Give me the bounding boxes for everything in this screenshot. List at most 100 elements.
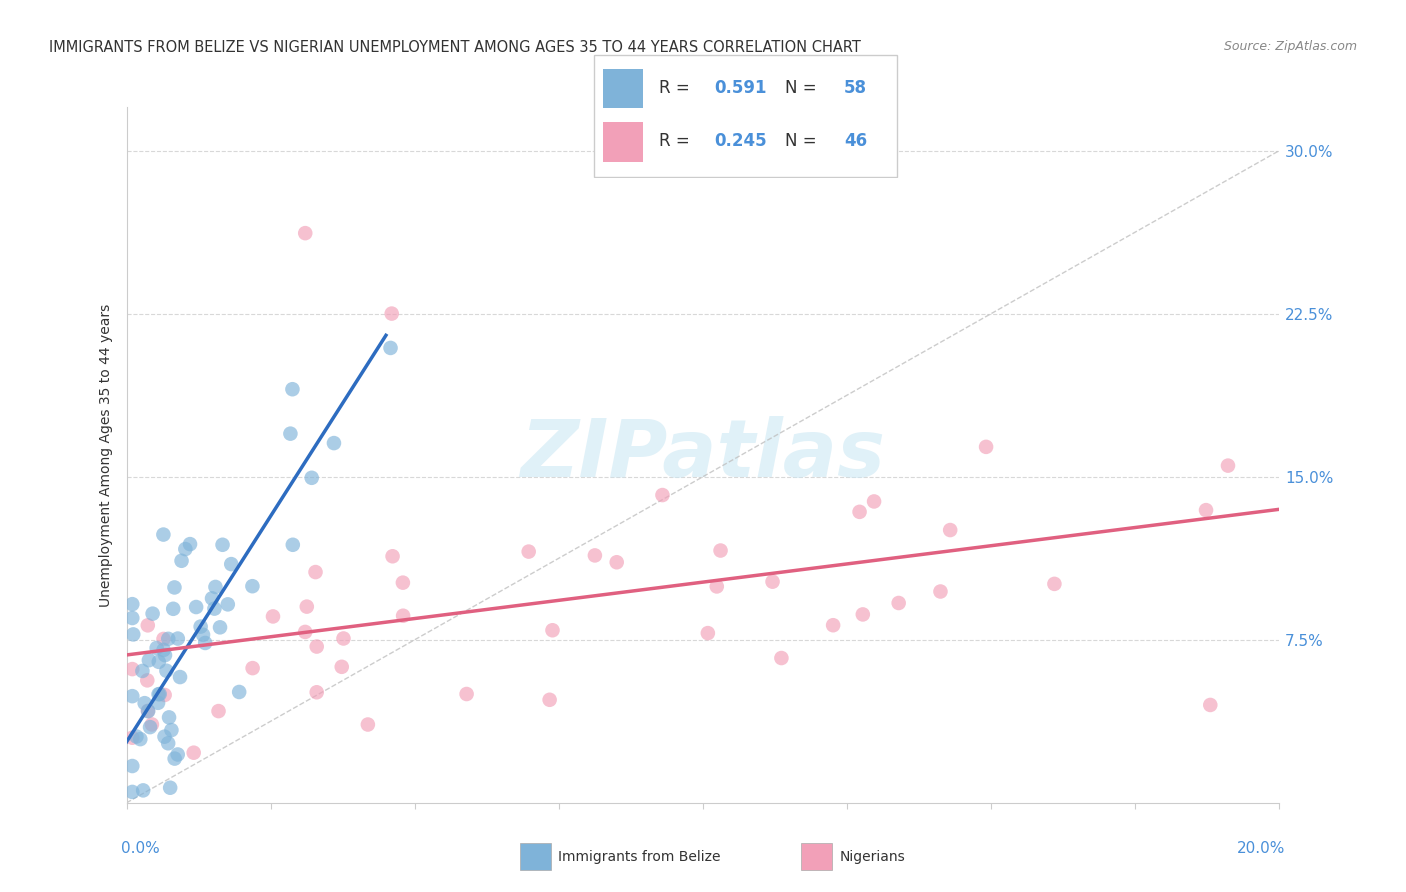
Point	[170, 554, 193, 568]
Point	[121, 785, 143, 799]
Point	[155, 664, 177, 678]
Point	[1199, 698, 1222, 712]
Point	[863, 494, 886, 508]
Point	[392, 575, 415, 590]
Point	[186, 600, 208, 615]
Point	[136, 673, 159, 688]
Point	[696, 626, 718, 640]
Text: IMMIGRANTS FROM BELIZE VS NIGERIAN UNEMPLOYMENT AMONG AGES 35 TO 44 YEARS CORREL: IMMIGRANTS FROM BELIZE VS NIGERIAN UNEMP…	[49, 40, 860, 55]
Point	[280, 426, 302, 441]
Point	[129, 732, 152, 747]
Point	[121, 731, 143, 745]
Point	[304, 565, 326, 579]
Point	[138, 653, 160, 667]
Point	[122, 627, 145, 641]
Point	[183, 746, 205, 760]
Point	[134, 696, 156, 710]
Point	[121, 662, 143, 676]
Point	[392, 608, 415, 623]
Point	[148, 687, 170, 701]
Text: 0.591: 0.591	[714, 79, 766, 97]
Point	[204, 601, 226, 615]
Bar	[603, 69, 643, 109]
Text: 0.245: 0.245	[714, 132, 766, 150]
Point	[357, 717, 380, 731]
Point	[121, 611, 143, 625]
Point	[153, 688, 176, 702]
Point	[157, 736, 180, 750]
Point	[125, 730, 148, 744]
Bar	[603, 122, 643, 162]
Point	[219, 557, 242, 571]
Point	[583, 549, 606, 563]
Point	[152, 527, 174, 541]
Point	[208, 620, 231, 634]
Point	[166, 632, 188, 646]
Text: N =: N =	[786, 132, 823, 150]
Point	[211, 538, 233, 552]
Point	[152, 643, 174, 657]
Point	[217, 598, 239, 612]
Point	[121, 759, 143, 773]
Point	[1195, 503, 1218, 517]
Point	[294, 624, 316, 639]
Point	[381, 549, 404, 564]
Point	[131, 664, 153, 678]
Point	[152, 632, 174, 646]
Text: 58: 58	[844, 79, 868, 97]
Point	[380, 341, 402, 355]
Text: 46: 46	[844, 132, 868, 150]
Point	[157, 710, 180, 724]
Point	[163, 751, 186, 765]
Point	[159, 780, 181, 795]
Point	[281, 382, 304, 396]
Point	[1043, 577, 1066, 591]
Point	[939, 523, 962, 537]
Point	[121, 689, 143, 703]
Point	[157, 632, 180, 646]
Point	[295, 599, 318, 614]
Text: 20.0%: 20.0%	[1237, 841, 1285, 856]
Point	[541, 624, 564, 638]
Text: Nigerians: Nigerians	[839, 850, 905, 864]
Point	[242, 579, 264, 593]
Point	[706, 579, 728, 593]
Point	[770, 651, 793, 665]
Point	[201, 591, 224, 606]
Point	[305, 640, 328, 654]
Point	[141, 717, 163, 731]
Point	[323, 436, 346, 450]
Point	[974, 440, 997, 454]
Point	[166, 747, 188, 762]
Point	[305, 685, 328, 699]
Point	[281, 538, 304, 552]
Point	[852, 607, 875, 622]
Point	[887, 596, 910, 610]
Text: Source: ZipAtlas.com: Source: ZipAtlas.com	[1223, 40, 1357, 54]
Point	[606, 555, 628, 569]
Point	[191, 628, 214, 642]
Point	[174, 542, 197, 557]
Point	[190, 619, 212, 633]
Point	[148, 655, 170, 669]
Point	[132, 783, 155, 797]
Point	[179, 537, 201, 551]
Point	[207, 704, 229, 718]
Point	[153, 648, 176, 662]
Point	[1216, 458, 1239, 473]
Text: N =: N =	[786, 79, 823, 97]
Point	[761, 574, 783, 589]
Point	[136, 704, 159, 718]
Text: Immigrants from Belize: Immigrants from Belize	[558, 850, 721, 864]
Point	[262, 609, 284, 624]
Point	[163, 581, 186, 595]
Point	[142, 607, 165, 621]
Point	[169, 670, 191, 684]
Point	[136, 704, 159, 718]
Point	[228, 685, 250, 699]
Point	[153, 730, 176, 744]
Point	[848, 505, 870, 519]
FancyBboxPatch shape	[593, 54, 897, 178]
Point	[929, 584, 952, 599]
Point	[145, 640, 167, 655]
